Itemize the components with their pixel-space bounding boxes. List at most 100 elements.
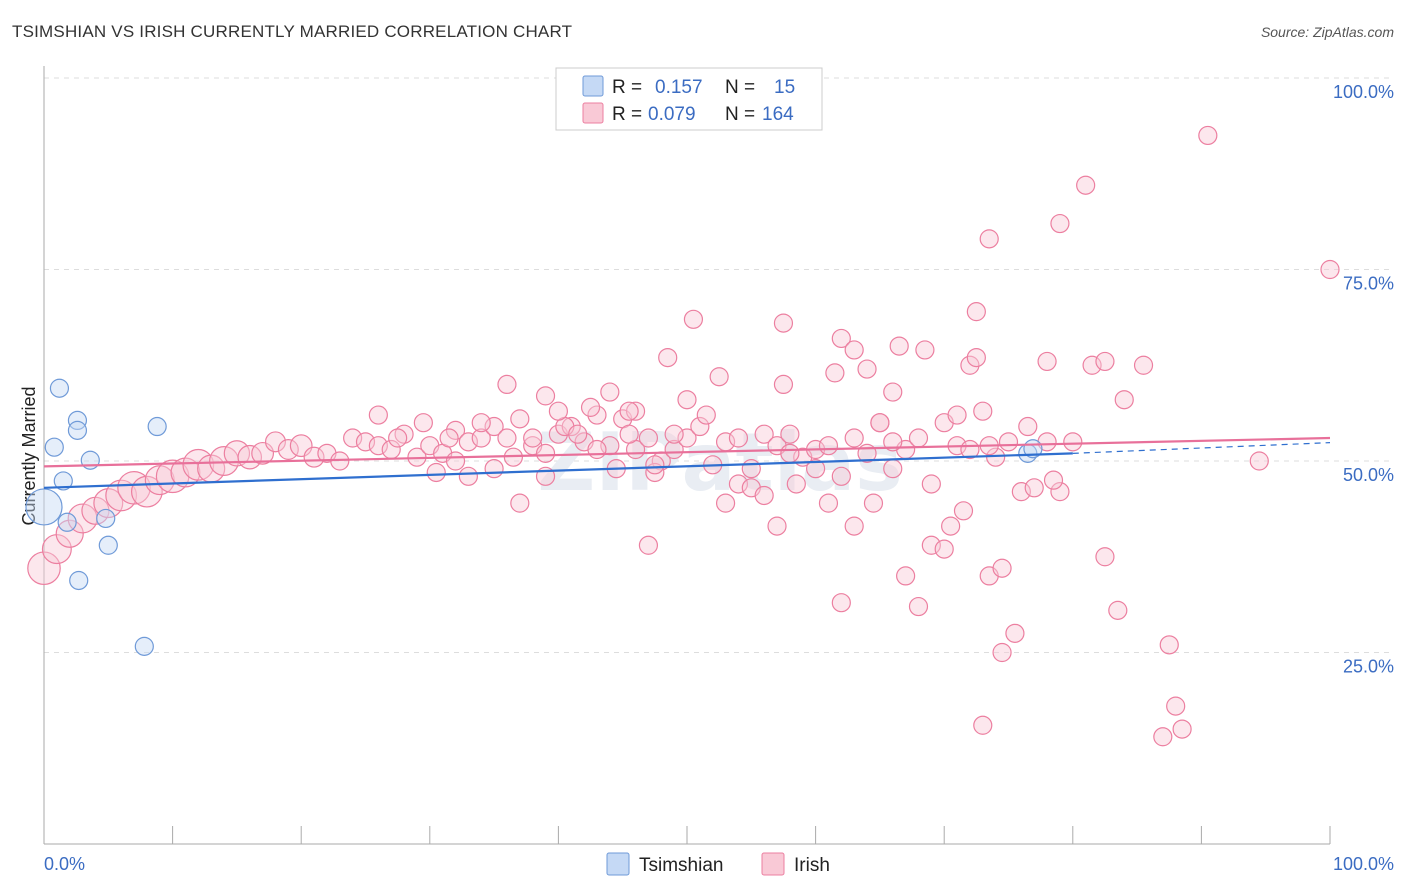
irish-point [548,401,569,421]
irish-point [786,474,806,494]
irish-point [754,485,774,506]
irish-point [1043,470,1064,490]
irish-point [896,566,916,586]
irish-trend-line [43,436,1331,468]
irish-point [728,474,749,494]
irish-point [908,596,929,617]
tsimshian-trend-extension [1072,442,1331,454]
legend-swatch-tsimshian [582,75,604,97]
irish-point [973,401,993,421]
irish-point [1095,547,1115,567]
tsimshian-point [49,378,70,398]
irish-point [844,516,864,536]
irish-point [458,466,478,486]
irish-point [941,516,961,536]
irish-point [966,347,986,368]
irish-point [658,347,678,368]
irish-point [484,416,504,437]
irish-point [638,535,659,555]
tsimshian-point [25,488,63,526]
legend-r-value-2: 0.079 [648,104,696,125]
irish-point [1050,482,1070,502]
irish-point [117,471,151,505]
irish-point [863,493,884,513]
irish-point [915,340,935,360]
tsimshian-point [134,636,154,656]
y-tick-label-0: 25.0% [1343,657,1394,677]
irish-point [973,715,993,735]
irish-point [677,390,697,410]
legend-n-value-2: 164 [762,104,794,125]
x-tick-label-min: 0.0% [44,854,85,874]
tsimshian-point [53,471,73,491]
tsimshian-point [69,570,89,591]
x-tick-label-max: 100.0% [1333,854,1394,874]
irish-point [638,428,659,448]
y-tick-labels: 25.0% 50.0% 75.0% 100.0% [1333,82,1394,677]
irish-point [754,424,774,444]
irish-point [619,401,639,421]
irish-point [831,466,851,486]
irish-point [664,439,684,460]
irish-point [1037,351,1057,372]
irish-point [1249,451,1269,471]
irish-point [1005,623,1025,643]
irish-point [870,413,890,433]
irish-point [535,386,556,406]
irish-point [445,420,466,440]
irish-point [277,439,299,461]
irish-point [1063,432,1083,452]
irish-point [587,439,607,460]
irish-point [998,432,1019,452]
irish-point [1011,482,1031,502]
irish-point [857,359,877,379]
irish-point [805,459,826,479]
irish-point [767,516,787,536]
bottom-legend-swatch-tsimshian [606,852,630,876]
trend-lines [43,436,1331,489]
irish-point [1076,175,1096,195]
irish-point [1320,259,1340,280]
irish-point [41,534,72,565]
irish-point [368,405,388,425]
irish-point [587,405,607,425]
irish-point [264,431,286,453]
irish-point [696,405,716,425]
irish-point [27,551,61,586]
legend-n-label-2: N = [725,104,755,125]
legend-box: R = 0.157 N = 15 R = 0.079 N = 164 [555,67,823,131]
irish-point [497,374,517,394]
grid-lines [44,77,1394,653]
irish-point [1082,355,1102,375]
irish-point [921,535,941,555]
irish-point [458,432,478,452]
irish-point [445,451,466,471]
bottom-legend: Tsimshian Irish [606,852,830,876]
irish-point [343,428,363,448]
irish-point [1198,125,1218,146]
irish-point [619,424,639,444]
irish-point [883,382,903,402]
irish-point [471,413,491,433]
irish-point [831,593,851,613]
y-tick-label-2: 75.0% [1343,274,1394,294]
irish-point [947,405,967,425]
irish-point [1050,213,1070,234]
irish-point [780,443,800,463]
tsimshian-point [44,437,64,457]
legend-r-label-2: R = [612,104,642,125]
bottom-legend-label-tsimshian: Tsimshian [639,855,723,876]
legend-r-label-1: R = [612,77,642,98]
irish-point [1159,635,1179,655]
irish-point [568,424,588,444]
irish-point [690,416,710,437]
irish-point [388,428,408,448]
tsimshian-point [147,416,167,437]
irish-point [355,432,376,452]
legend-n-value-1: 15 [774,77,795,98]
irish-point [1133,355,1154,375]
irish-point [303,446,325,468]
irish-point [426,462,446,483]
irish-point [831,328,851,349]
irish-point [523,428,543,448]
